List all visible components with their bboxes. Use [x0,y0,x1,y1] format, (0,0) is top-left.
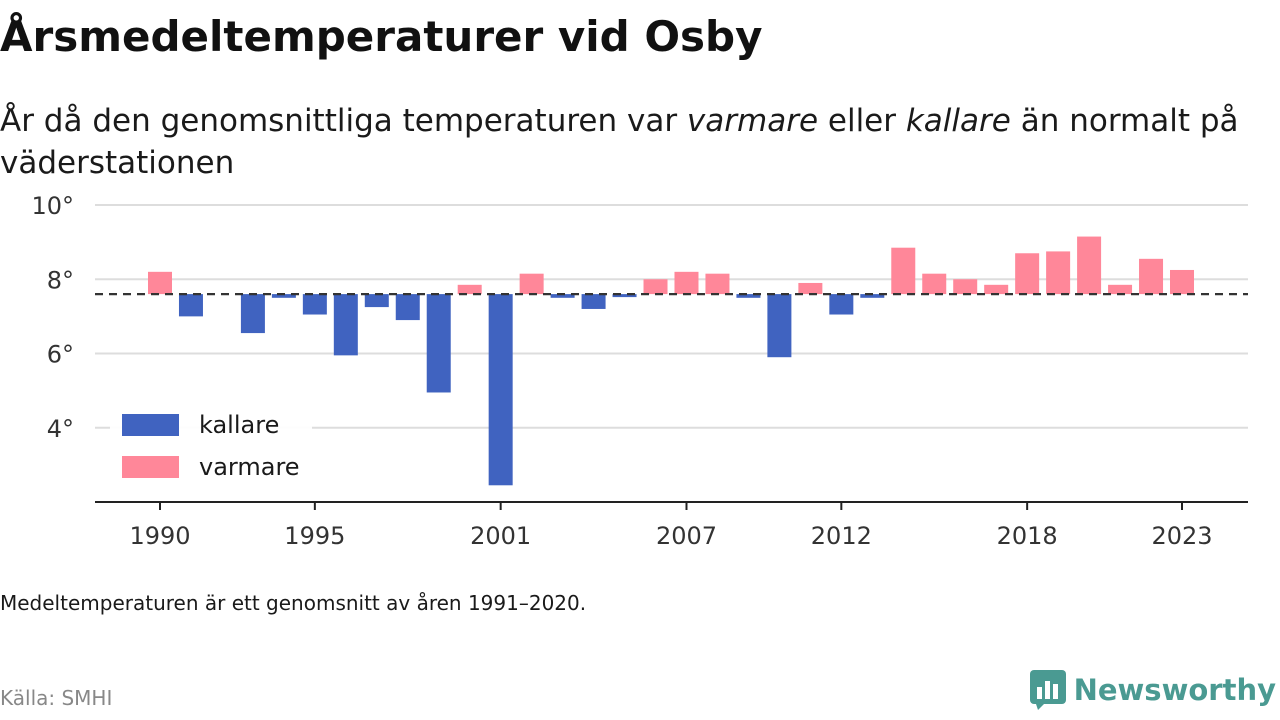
bar-cold [333,294,358,356]
y-tick-label: 6° [47,341,74,369]
x-tick-label: 2001 [470,522,531,550]
bar-warm [953,279,978,295]
newsworthy-logo[interactable]: Newsworthy [1029,670,1276,710]
bar-cold [395,294,420,321]
subtitle-text-3: än normalt på väderstationen [0,103,1239,181]
bar-warm [1046,251,1071,295]
bar-cold [178,294,203,317]
x-tick-label: 2018 [997,522,1058,550]
bar-warm [1015,253,1040,295]
bar-cold [860,294,885,298]
footnote: Medeltemperaturen är ett genomsnitt av å… [0,591,587,615]
x-tick-label: 1990 [129,522,190,550]
bar-cold [767,294,792,358]
y-tick-label: 10° [31,192,74,220]
bar-warm [457,284,482,295]
bar-cold [581,294,606,309]
bar-warm [705,273,730,295]
legend-item-warm: varmare [122,446,300,488]
bar-warm [674,271,699,295]
x-tick-label: 2012 [811,522,872,550]
y-tick-label: 8° [47,266,74,294]
x-tick-label: 2007 [656,522,717,550]
bar-warm [891,247,916,295]
bar-warm [1077,236,1102,295]
y-axis-ticks: 4° 6° 8° 10° [31,192,74,443]
legend: kallare varmare [110,398,312,492]
legend-label-cold: kallare [199,411,280,439]
bar-cold [271,294,296,298]
bar-cold [612,294,637,298]
bar-cold [302,294,327,315]
bar-warm [148,271,172,295]
brand-name: Newsworthy [1073,673,1276,707]
source-credit: Källa: SMHI [0,686,113,710]
bar-warm [1108,284,1133,295]
bar-warm [922,273,947,295]
subtitle-text-1: År då den genomsnittliga temperaturen va… [0,103,687,139]
bar-cold [736,294,761,298]
chart-subtitle: År då den genomsnittliga temperaturen va… [0,100,1260,184]
bar-cold [829,294,854,315]
bar-cold [488,294,513,486]
bar-cold [550,294,575,298]
bar-warm [1139,258,1164,295]
legend-swatch-cold [122,414,179,436]
bar-warm [643,279,668,295]
y-tick-label: 4° [47,415,74,443]
bar-chart: 4° 6° 8° 10° 1990 1995 2001 2007 2012 2018 2023 [31,192,1248,550]
legend-item-cold: kallare [122,404,300,446]
x-axis-ticks: 1990 1995 2001 2007 2012 2018 2023 [129,502,1213,550]
bars [148,236,1194,486]
x-tick-label: 2023 [1151,522,1212,550]
legend-label-warm: varmare [199,453,300,481]
grid-lines [95,204,1248,429]
bar-warm [984,284,1009,295]
bar-cold [364,294,389,308]
subtitle-warm-word: varmare [686,103,819,139]
x-tick-label: 1995 [284,522,345,550]
bar-warm [519,273,544,295]
bar-warm [1170,269,1194,295]
bar-cold [240,294,265,334]
newsworthy-chart-icon [1029,670,1066,710]
bar-warm [798,282,823,295]
legend-swatch-warm [122,456,179,478]
bar-cold [426,294,451,393]
chart-title: Årsmedeltemperaturer vid Osby [0,12,763,61]
subtitle-text-2: eller [818,103,906,139]
subtitle-cold-word: kallare [905,103,1011,139]
